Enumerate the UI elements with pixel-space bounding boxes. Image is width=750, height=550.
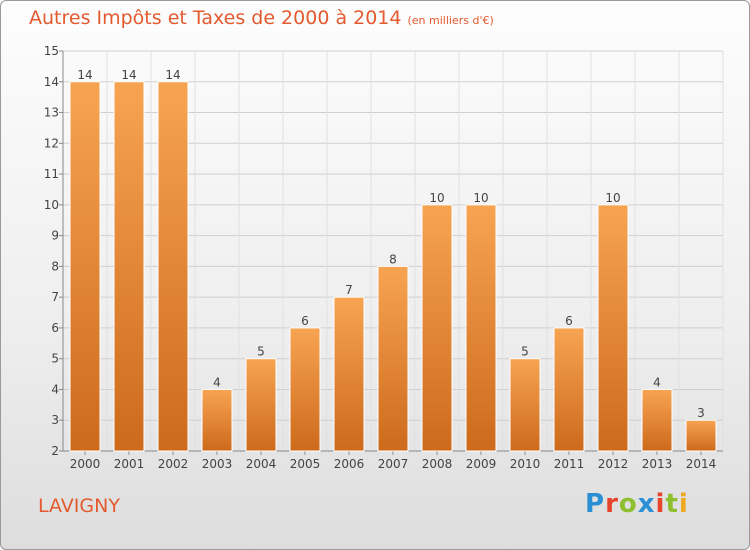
brand-letter: o	[618, 489, 638, 519]
location-label: LAVIGNY	[38, 495, 120, 517]
x-tick-label: 2005	[290, 457, 321, 471]
bar	[201, 388, 233, 452]
x-tick-label: 2001	[114, 457, 145, 471]
data-label: 8	[389, 252, 397, 266]
brand-letter: i	[655, 489, 666, 519]
bar	[245, 358, 277, 452]
data-label: 7	[345, 283, 353, 297]
data-label: 10	[605, 191, 620, 205]
bar	[113, 81, 145, 452]
data-label: 10	[429, 191, 444, 205]
data-label: 6	[301, 314, 309, 328]
x-tick-label: 2008	[422, 457, 453, 471]
x-tick-label: 2007	[378, 457, 409, 471]
x-tick-label: 2014	[686, 457, 717, 471]
data-label: 5	[257, 345, 265, 359]
y-tick-label: 15	[44, 44, 59, 58]
y-tick-label: 13	[44, 106, 59, 120]
bars	[69, 81, 717, 452]
y-tick-label: 12	[44, 136, 59, 150]
brand-letter: P	[585, 489, 606, 519]
y-tick-label: 8	[51, 259, 59, 273]
bar	[685, 419, 717, 452]
data-label: 14	[165, 68, 180, 82]
bar	[289, 327, 321, 452]
brand-letter: x	[637, 489, 656, 519]
chart-unit-note: (en milliers d'€)	[407, 14, 494, 27]
y-tick-label: 2	[51, 444, 59, 458]
y-tick-label: 3	[51, 413, 59, 427]
y-tick-label: 4	[51, 382, 59, 396]
bar	[509, 358, 541, 452]
x-tick-label: 2010	[510, 457, 541, 471]
bar	[597, 204, 629, 452]
y-tick-label: 14	[44, 75, 59, 89]
bar	[465, 204, 497, 452]
data-label: 5	[521, 345, 529, 359]
y-tick-label: 11	[44, 167, 59, 181]
brand-letter: i	[678, 489, 689, 519]
x-tick-label: 2000	[70, 457, 101, 471]
data-label: 4	[653, 375, 661, 389]
y-tick-label: 5	[51, 352, 59, 366]
data-label: 14	[121, 68, 136, 82]
data-label: 6	[565, 314, 573, 328]
data-label: 4	[213, 375, 221, 389]
brand-letter: r	[605, 489, 619, 519]
chart-title-text: Autres Impôts et Taxes de 2000 à 2014	[29, 7, 402, 29]
chart-title: Autres Impôts et Taxes de 2000 à 2014 (en…	[29, 7, 494, 29]
bar	[421, 204, 453, 452]
x-tick-label: 2012	[598, 457, 629, 471]
x-tick-label: 2002	[158, 457, 189, 471]
x-tick-label: 2004	[246, 457, 277, 471]
bar	[377, 265, 409, 452]
x-tick-label: 2003	[202, 457, 233, 471]
x-tick-label: 2006	[334, 457, 365, 471]
brand-letter: t	[665, 489, 679, 519]
labels: 2 3 4 5 6 7 8 9 10 11 12 13 14 15 14 2000 14 2001 14 2002 4 2…	[44, 44, 717, 471]
data-label: 10	[473, 191, 488, 205]
y-tick-label: 10	[44, 198, 59, 212]
data-label: 14	[77, 68, 92, 82]
x-tick-label: 2013	[642, 457, 673, 471]
data-label: 3	[697, 406, 705, 420]
x-tick-label: 2009	[466, 457, 497, 471]
bar	[553, 327, 585, 452]
y-tick-label: 7	[51, 290, 59, 304]
bar	[333, 296, 365, 452]
y-tick-label: 9	[51, 229, 59, 243]
bar	[641, 388, 673, 452]
bar	[69, 81, 101, 452]
bar	[157, 81, 189, 452]
y-tick-label: 6	[51, 321, 59, 335]
x-tick-label: 2011	[554, 457, 585, 471]
proxiti-logo: Proxiti	[585, 489, 689, 519]
